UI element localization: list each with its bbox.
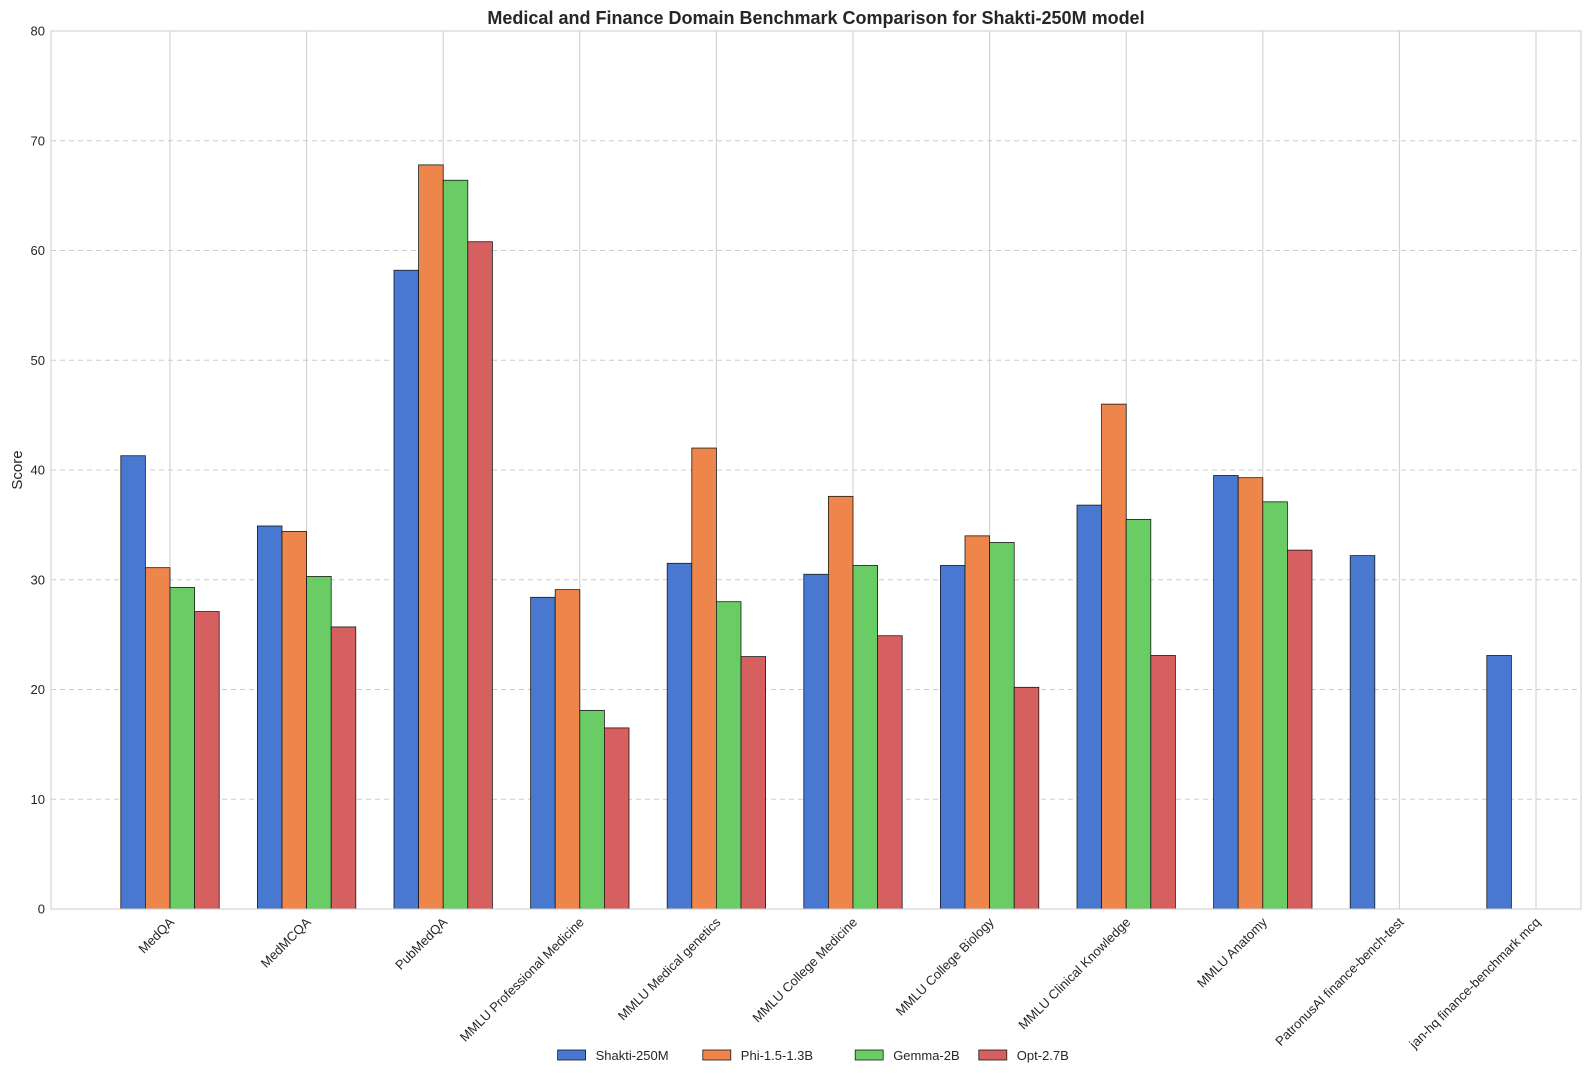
bar-shakti-250m <box>256 525 283 910</box>
y-tick-label: 20 <box>31 682 45 697</box>
y-tick-label: 30 <box>31 572 45 587</box>
legend: Shakti-250M Phi-1.5-1.3B Gemma-2B Opt-2.7B <box>557 1048 1069 1063</box>
bar-gemma-2b <box>169 587 196 910</box>
legend-label: Gemma-2B <box>893 1048 959 1063</box>
bar-shakti-250m <box>1213 475 1239 910</box>
bar-shakti-250m <box>1486 655 1512 910</box>
bar-gemma-2b <box>716 601 742 910</box>
bar-gemma-2b <box>579 709 605 910</box>
bar-shakti-250m <box>393 269 420 910</box>
y-tick-label: 60 <box>31 243 45 258</box>
legend-label: Opt-2.7B <box>1017 1048 1069 1063</box>
bar-phi-1-5-1-3b <box>964 535 991 910</box>
bar-shakti-250m <box>666 562 693 910</box>
bar-gemma-2b <box>852 565 879 910</box>
bar-gemma-2b <box>306 576 332 910</box>
y-tick-label: 80 <box>31 24 45 39</box>
bar-phi-1-5-1-3b <box>144 567 171 910</box>
bar-phi-1-5-1-3b <box>418 164 444 910</box>
y-tick-labels: 0 10 20 30 40 50 60 70 80 <box>31 24 45 917</box>
bar-opt-2-7b <box>194 611 220 910</box>
y-tick-label: 50 <box>31 353 45 368</box>
bar-phi-1-5-1-3b <box>828 495 854 910</box>
bar-opt-2-7b <box>467 241 493 910</box>
y-tick-label: 70 <box>31 133 45 148</box>
bar-opt-2-7b <box>330 626 357 910</box>
bar-phi-1-5-1-3b <box>1101 403 1127 910</box>
legend-swatch <box>702 1049 732 1061</box>
bar-shakti-250m <box>803 573 829 910</box>
bar-shakti-250m <box>1349 555 1376 910</box>
bars-layer <box>120 164 1512 910</box>
y-tick-label: 0 <box>38 902 45 917</box>
bar-phi-1-5-1-3b <box>1237 477 1264 910</box>
bar-phi-1-5-1-3b <box>554 589 581 910</box>
bar-phi-1-5-1-3b <box>691 447 717 910</box>
bar-opt-2-7b <box>740 656 767 910</box>
bar-shakti-250m <box>940 565 966 910</box>
bar-opt-2-7b <box>877 635 903 910</box>
bar-opt-2-7b <box>1287 549 1313 910</box>
chart-title: Medical and Finance Domain Benchmark Com… <box>487 8 1144 28</box>
legend-label: Shakti-250M <box>596 1048 669 1063</box>
bar-shakti-250m <box>120 455 146 910</box>
bar-shakti-250m <box>1076 504 1103 910</box>
bar-gemma-2b <box>442 179 469 910</box>
bar-shakti-250m <box>530 596 556 910</box>
y-tick-label: 10 <box>31 792 45 807</box>
bar-gemma-2b <box>1262 501 1288 910</box>
legend-swatch <box>557 1049 586 1061</box>
y-tick-label: 40 <box>31 463 45 478</box>
bar-gemma-2b <box>989 542 1015 910</box>
legend-swatch <box>978 1049 1008 1061</box>
plot-frame <box>50 30 1582 910</box>
legend-swatch <box>854 1049 884 1061</box>
legend-label: Phi-1.5-1.3B <box>741 1048 813 1063</box>
bar-opt-2-7b <box>604 727 630 910</box>
bar-gemma-2b <box>1125 518 1152 910</box>
bar-opt-2-7b <box>1013 686 1040 910</box>
y-axis-label: Score <box>9 450 26 489</box>
bar-opt-2-7b <box>1150 655 1176 910</box>
bar-phi-1-5-1-3b <box>281 531 308 910</box>
